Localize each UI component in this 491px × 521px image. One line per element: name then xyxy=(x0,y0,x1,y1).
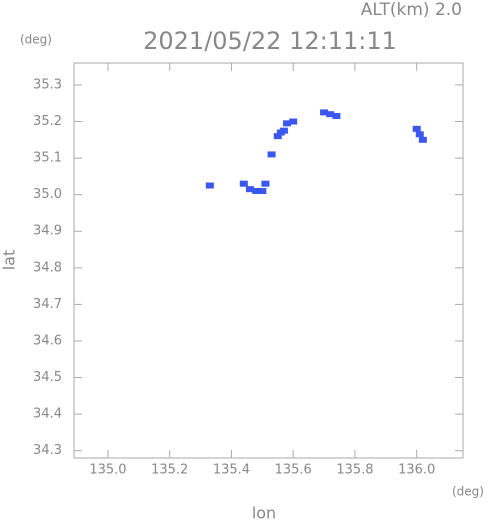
y-tick-label: 35.2 xyxy=(33,114,62,129)
echo-point xyxy=(261,180,270,187)
x-tick-label: 135.6 xyxy=(275,463,312,478)
echo-point xyxy=(412,125,421,132)
echo-point xyxy=(239,180,248,187)
y-tick-label: 34.3 xyxy=(33,443,62,458)
echo-point xyxy=(252,188,261,195)
y-tick-label: 34.4 xyxy=(33,407,62,422)
echo-point xyxy=(332,113,341,120)
x-tick-label: 135.0 xyxy=(89,463,126,478)
chart-title: 2021/05/22 12:11:11 xyxy=(143,27,397,55)
plot-frame xyxy=(73,62,464,459)
x-axis-label: lon xyxy=(252,504,276,521)
echo-point xyxy=(283,120,292,127)
y-tick-label: 35.1 xyxy=(33,151,62,166)
y-tick-label: 34.5 xyxy=(33,370,62,385)
y-tick-label: 34.9 xyxy=(33,224,62,239)
x-tick-label: 135.2 xyxy=(151,463,188,478)
echo-point xyxy=(279,127,288,134)
y-tick-label: 34.8 xyxy=(33,260,62,275)
y-axis-label: lat xyxy=(0,250,19,271)
y-tick-label: 35.3 xyxy=(33,77,62,92)
y-unit: (deg) xyxy=(20,33,52,47)
y-tick-label: 34.7 xyxy=(33,297,62,312)
x-tick-label: 135.8 xyxy=(336,463,373,478)
x-unit: (deg) xyxy=(452,485,484,499)
echo-point xyxy=(267,151,276,158)
echo-point xyxy=(415,131,424,138)
echo-point xyxy=(245,186,254,193)
altitude-annotation: ALT(km) 2.0 xyxy=(361,0,462,20)
echo-point xyxy=(320,109,329,116)
x-tick-label: 136.0 xyxy=(398,463,435,478)
echo-point xyxy=(258,188,267,195)
echo-point xyxy=(205,182,214,189)
echo-point xyxy=(273,133,282,140)
echo-point xyxy=(289,118,298,125)
echo-point xyxy=(418,136,427,143)
echo-point xyxy=(326,111,335,118)
y-tick-label: 34.6 xyxy=(33,333,62,348)
x-tick-label: 135.4 xyxy=(213,463,250,478)
y-tick-label: 35.0 xyxy=(33,187,62,202)
